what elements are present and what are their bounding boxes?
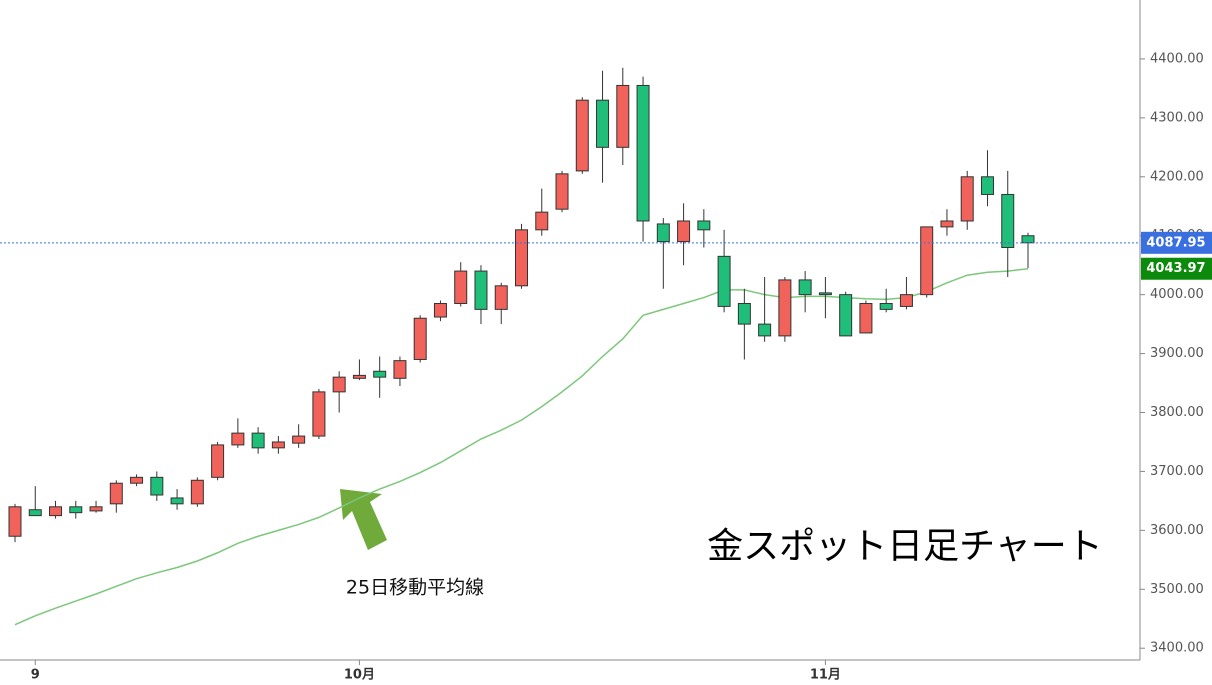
candle-body: [312, 391, 326, 437]
candle-body: [352, 374, 366, 379]
x-tick-label: 9: [31, 668, 40, 683]
y-tick-label: 3800.00: [1150, 405, 1204, 420]
price-label-box: [1141, 231, 1212, 254]
candle-body: [980, 176, 994, 195]
candle-body: [211, 444, 225, 478]
candle-body: [130, 476, 144, 484]
y-tick-label: 3400.00: [1150, 641, 1204, 656]
candle-body: [69, 506, 83, 514]
candle-body: [535, 211, 549, 231]
x-tick-label: 11月: [810, 668, 841, 683]
candle-body: [859, 302, 873, 334]
candle-body: [758, 323, 772, 337]
candle-body: [960, 176, 974, 222]
candle-body: [49, 506, 63, 517]
y-tick-label: 4200.00: [1150, 169, 1204, 184]
candle-body: [150, 476, 164, 496]
candle-body: [393, 360, 407, 379]
candle-body: [332, 376, 346, 393]
y-tick-label: 4000.00: [1150, 287, 1204, 302]
candle-body: [292, 435, 306, 444]
y-tick-label: 4300.00: [1150, 110, 1204, 125]
candle-body: [879, 302, 893, 310]
candle-body: [433, 302, 447, 318]
candle-body: [940, 220, 954, 228]
candle-body: [271, 441, 285, 449]
candle-body: [413, 317, 427, 360]
candle-body: [717, 255, 731, 307]
x-tick-label: 10月: [344, 668, 375, 683]
candle-body: [454, 270, 468, 304]
candle-body: [1021, 235, 1035, 244]
candle-body: [251, 432, 265, 449]
candle-body: [737, 302, 751, 325]
candle-body: [575, 99, 589, 172]
moving-average: [14, 267, 1029, 626]
candle-body: [677, 220, 691, 243]
arrow: [340, 489, 387, 550]
candle-body: [515, 229, 528, 287]
y-tick-label: 3600.00: [1150, 523, 1204, 538]
candle-body: [170, 497, 184, 505]
candle-body: [190, 479, 204, 505]
candle-body: [798, 279, 812, 296]
y-tick-label: 3700.00: [1150, 464, 1204, 479]
candle-body: [920, 226, 934, 296]
candle-body: [1001, 193, 1015, 248]
candle-body: [555, 173, 569, 210]
candle-body: [636, 84, 650, 222]
price-label-box: [1141, 257, 1212, 280]
price-label: 4087.95: [1146, 235, 1205, 250]
candle-body: [616, 84, 630, 148]
annotation: 25日移動平均線: [346, 577, 484, 599]
candle-body: [28, 509, 42, 517]
price-label: 4043.97: [1146, 261, 1205, 276]
candle-body: [494, 285, 508, 310]
candle-body: [899, 294, 913, 307]
candle-body: [89, 506, 103, 512]
y-tick-label: 3900.00: [1150, 346, 1204, 361]
candle-body: [474, 270, 488, 310]
candle-body: [839, 294, 853, 337]
candle-body: [596, 99, 610, 148]
y-tick-label: 4400.00: [1150, 51, 1204, 66]
candle-body: [778, 279, 792, 337]
candle-body: [109, 482, 123, 505]
y-tick-label: 3500.00: [1150, 582, 1204, 597]
candle-body: [373, 370, 387, 378]
chart-title: 金スポット日足チャート: [707, 526, 1103, 567]
candle-body: [818, 292, 832, 296]
candle-body: [231, 432, 245, 446]
candle-body: [8, 506, 22, 537]
candle-body: [697, 220, 711, 231]
candle-body: [656, 223, 670, 243]
